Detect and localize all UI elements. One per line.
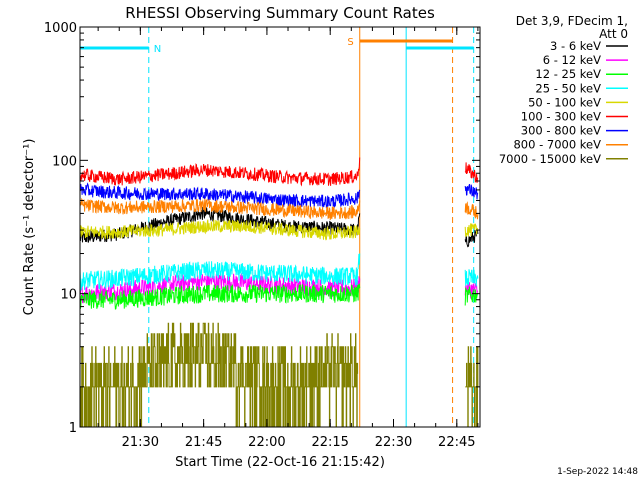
series-line-post-gap — [464, 162, 479, 183]
footer-date: 1-Sep-2022 14:48 — [557, 467, 638, 477]
legend-label: 50 - 100 keV — [528, 95, 601, 109]
legend-label: 25 - 50 keV — [535, 81, 601, 95]
series-line — [79, 253, 361, 292]
y-tick-label: 1 — [69, 421, 77, 436]
series-line-post-gap — [464, 183, 479, 200]
y-tick-label: 10 — [60, 288, 77, 303]
legend-label: 7000 - 15000 keV — [499, 152, 601, 166]
x-tick-label: 21:45 — [185, 435, 222, 450]
series-line — [79, 157, 361, 187]
series-line — [79, 182, 361, 209]
series-line-post-gap — [464, 201, 479, 220]
flag-label: S — [347, 37, 353, 48]
legend-label: 3 - 6 keV — [550, 39, 601, 53]
x-axis-label: Start Time (22-Oct-16 21:15:42) — [175, 455, 385, 470]
legend-label: 12 - 25 keV — [535, 67, 601, 81]
y-axis: 1 10 100 1000 — [44, 21, 480, 436]
series-group — [79, 157, 479, 428]
flag-bars: NS — [80, 37, 474, 55]
series-line — [79, 283, 361, 310]
y-axis-label: Count Rate (s⁻¹ detector⁻¹) — [22, 139, 37, 316]
x-tick-label: 21:30 — [122, 435, 159, 450]
series-line-post-gap — [464, 286, 479, 306]
x-axis: 21:30 21:45 22:00 22:15 22:30 22:45 — [97, 27, 479, 450]
plot-frame — [79, 26, 481, 428]
y-tick-label: 100 — [52, 154, 77, 169]
x-tick-label: 22:30 — [375, 435, 412, 450]
legend-label: 300 - 800 keV — [521, 124, 601, 138]
series-line — [79, 197, 361, 221]
x-tick-label: 22:45 — [438, 435, 475, 450]
series-line-post-gap — [465, 346, 479, 428]
y-tick-label: 1000 — [44, 21, 77, 36]
x-tick-label: 22:15 — [311, 435, 348, 450]
legend-header-line-1: Det 3,9, FDecim 1, — [516, 14, 628, 28]
flag-label: N — [154, 44, 161, 55]
chart-title: RHESSI Observing Summary Count Rates — [125, 4, 435, 22]
legend-header-line-2: Att 0 — [599, 27, 628, 41]
series-line-post-gap — [464, 269, 479, 287]
legend-label: 6 - 12 keV — [543, 53, 601, 67]
series-line-post-gap — [464, 223, 479, 237]
series-line — [79, 219, 361, 241]
series-line — [80, 322, 359, 428]
x-tick-label: 22:00 — [248, 435, 285, 450]
legend-label: 800 - 7000 keV — [513, 138, 601, 152]
legend-label: 100 - 300 keV — [521, 110, 601, 124]
